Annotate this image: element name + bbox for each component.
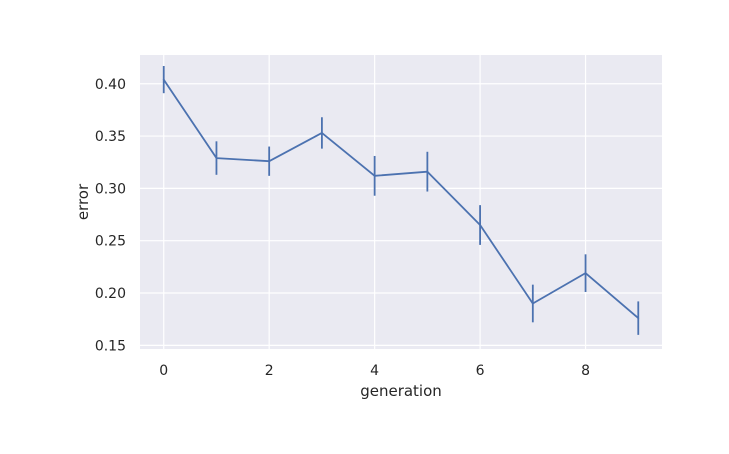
x-tick-label: 6 xyxy=(476,363,485,379)
data-point xyxy=(531,302,534,305)
y-tick-label: 0.40 xyxy=(95,77,126,93)
tick-labels: 0 2 4 6 8 0.15 0.20 0.25 0.30 0.35 0.40 xyxy=(95,77,590,379)
x-tick-label: 2 xyxy=(265,363,274,379)
grid-lines xyxy=(140,55,662,349)
data-point xyxy=(426,170,429,173)
series-line xyxy=(162,79,639,319)
y-tick-label: 0.35 xyxy=(95,129,126,145)
data-point xyxy=(479,224,481,226)
data-point xyxy=(584,272,587,275)
y-tick-label: 0.15 xyxy=(95,338,126,354)
y-tick-label: 0.25 xyxy=(95,234,126,250)
y-tick-label: 0.20 xyxy=(95,286,126,302)
data-point xyxy=(162,78,165,81)
plot-area xyxy=(140,55,662,349)
data-point xyxy=(321,132,323,134)
y-tick-label: 0.30 xyxy=(95,181,126,197)
data-point xyxy=(637,317,640,320)
x-tick-label: 8 xyxy=(581,363,590,379)
y-axis-label: error xyxy=(74,183,92,220)
x-axis-label: generation xyxy=(360,382,442,400)
data-point xyxy=(268,160,271,163)
x-tick-label: 0 xyxy=(159,363,168,379)
data-series xyxy=(162,65,640,335)
data-point xyxy=(215,157,218,159)
data-point xyxy=(373,174,376,177)
x-tick-label: 4 xyxy=(370,363,379,379)
